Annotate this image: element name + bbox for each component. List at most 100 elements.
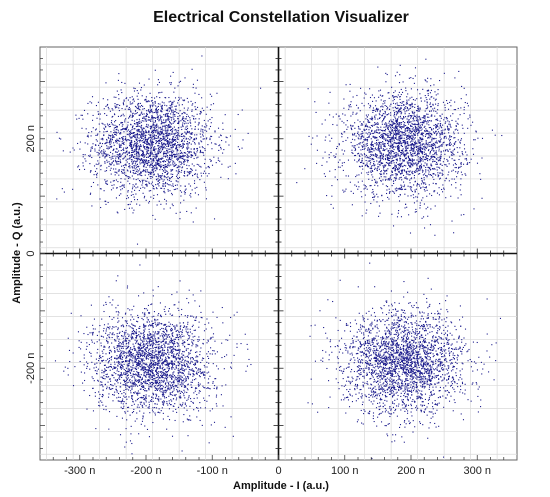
data-point xyxy=(449,136,451,138)
data-point xyxy=(155,129,157,131)
data-point xyxy=(150,150,152,152)
data-point xyxy=(354,155,356,157)
data-point xyxy=(106,130,108,132)
data-point xyxy=(382,95,384,97)
data-point xyxy=(135,106,137,108)
data-point xyxy=(141,133,143,135)
data-point xyxy=(425,187,427,189)
data-point xyxy=(137,104,139,106)
data-point xyxy=(183,158,185,160)
data-point xyxy=(138,158,140,160)
data-point xyxy=(104,153,106,155)
data-point xyxy=(401,162,403,164)
data-point xyxy=(387,128,389,131)
data-point xyxy=(408,171,410,173)
data-point xyxy=(415,211,417,213)
data-point xyxy=(406,127,408,129)
data-point xyxy=(160,117,162,119)
data-point xyxy=(238,148,241,150)
data-point xyxy=(398,82,401,84)
data-point xyxy=(455,171,457,173)
data-point xyxy=(170,141,172,143)
data-point xyxy=(153,138,156,140)
data-point xyxy=(401,91,404,93)
data-point xyxy=(363,121,365,123)
data-point xyxy=(463,148,466,150)
data-point xyxy=(427,206,429,208)
data-point xyxy=(174,136,176,138)
data-point xyxy=(160,164,162,166)
data-point xyxy=(419,118,421,120)
data-point xyxy=(182,122,184,124)
data-point xyxy=(491,129,493,131)
data-point xyxy=(149,163,152,165)
data-point xyxy=(440,153,442,155)
data-point xyxy=(394,154,396,157)
data-point xyxy=(413,148,415,150)
data-point xyxy=(366,142,368,144)
data-point xyxy=(439,167,441,169)
data-point xyxy=(99,142,101,144)
data-point xyxy=(157,178,159,180)
data-point xyxy=(369,167,371,169)
data-point xyxy=(350,190,352,192)
data-point xyxy=(114,174,116,176)
data-point xyxy=(457,118,459,120)
data-point xyxy=(215,143,217,145)
data-point xyxy=(419,165,421,167)
data-point xyxy=(377,132,379,134)
data-point xyxy=(106,104,108,106)
data-point xyxy=(157,84,159,86)
scatter-points xyxy=(54,55,503,460)
data-point xyxy=(195,153,197,155)
data-point xyxy=(412,149,414,151)
data-point xyxy=(125,163,127,165)
data-point xyxy=(183,175,185,177)
data-point xyxy=(171,106,173,108)
data-point xyxy=(383,169,385,171)
data-point xyxy=(439,160,441,162)
data-point xyxy=(104,170,106,172)
data-point xyxy=(116,211,118,213)
data-point xyxy=(428,184,430,186)
data-point xyxy=(172,136,174,138)
data-point xyxy=(151,99,153,102)
data-point xyxy=(363,184,365,186)
data-point xyxy=(400,216,403,218)
data-point xyxy=(130,148,133,150)
data-point xyxy=(156,137,158,139)
data-point xyxy=(159,175,161,177)
data-point xyxy=(434,152,436,154)
data-point xyxy=(460,194,462,196)
data-point xyxy=(425,186,427,188)
data-point xyxy=(187,171,190,173)
data-point xyxy=(116,142,118,144)
data-point xyxy=(145,132,147,134)
data-point xyxy=(392,119,394,121)
data-point xyxy=(423,126,425,128)
data-point xyxy=(157,163,159,165)
data-point xyxy=(370,124,372,127)
data-point xyxy=(154,218,156,220)
data-point xyxy=(179,176,181,179)
data-point xyxy=(117,129,119,131)
data-point xyxy=(78,165,80,167)
data-point xyxy=(158,182,161,184)
data-point xyxy=(382,148,384,150)
data-point xyxy=(435,137,437,140)
data-point xyxy=(381,115,383,117)
data-point xyxy=(111,156,113,158)
data-point xyxy=(129,155,131,157)
data-point xyxy=(381,154,383,156)
data-point xyxy=(360,137,362,139)
data-point xyxy=(417,147,419,150)
data-point xyxy=(161,108,163,110)
data-point xyxy=(410,130,412,132)
data-point xyxy=(115,148,117,150)
data-point xyxy=(323,173,325,175)
data-point xyxy=(412,151,414,153)
data-point xyxy=(148,150,150,152)
data-point xyxy=(176,149,178,151)
data-point xyxy=(159,97,161,99)
data-point xyxy=(195,207,197,209)
